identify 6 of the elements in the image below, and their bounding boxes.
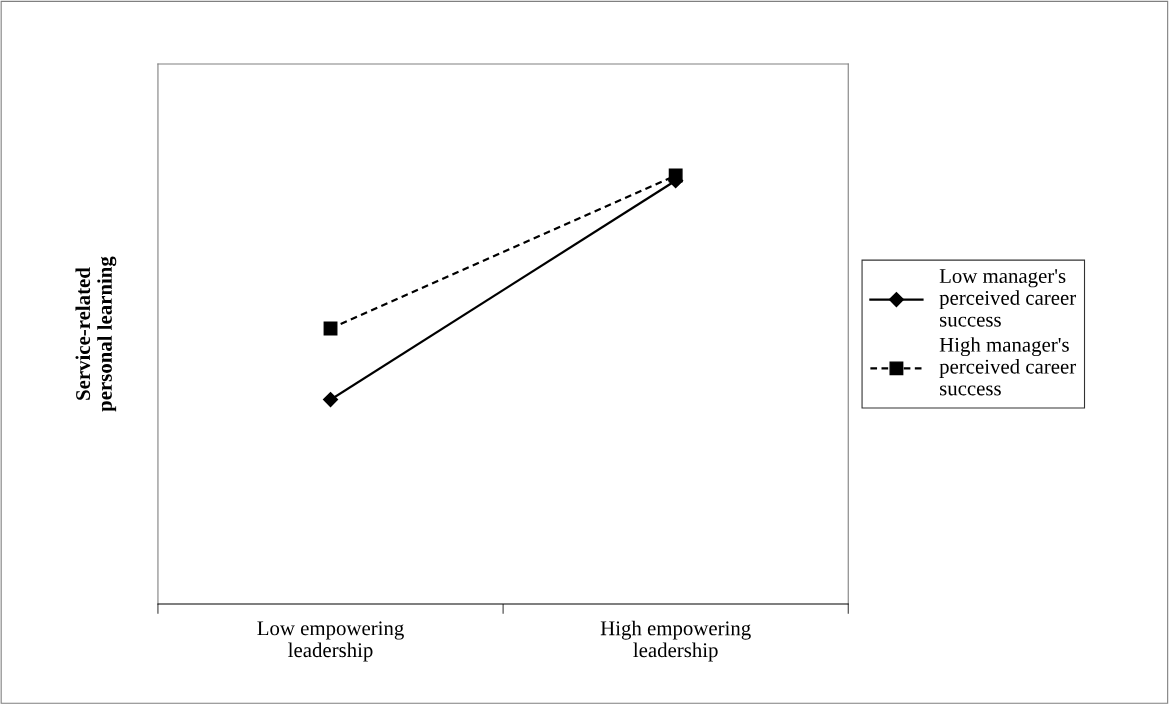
point bbox=[322, 392, 339, 408]
x-tick-label: Low empowering leadership bbox=[257, 621, 404, 662]
legend-label: Low manager's perceived career success bbox=[939, 269, 1076, 327]
legend-label: High manager's perceived career success bbox=[939, 337, 1076, 396]
x-tick-label: High empowering leadership bbox=[600, 620, 751, 662]
y-axis-title: Service-related personal learning bbox=[75, 256, 117, 412]
